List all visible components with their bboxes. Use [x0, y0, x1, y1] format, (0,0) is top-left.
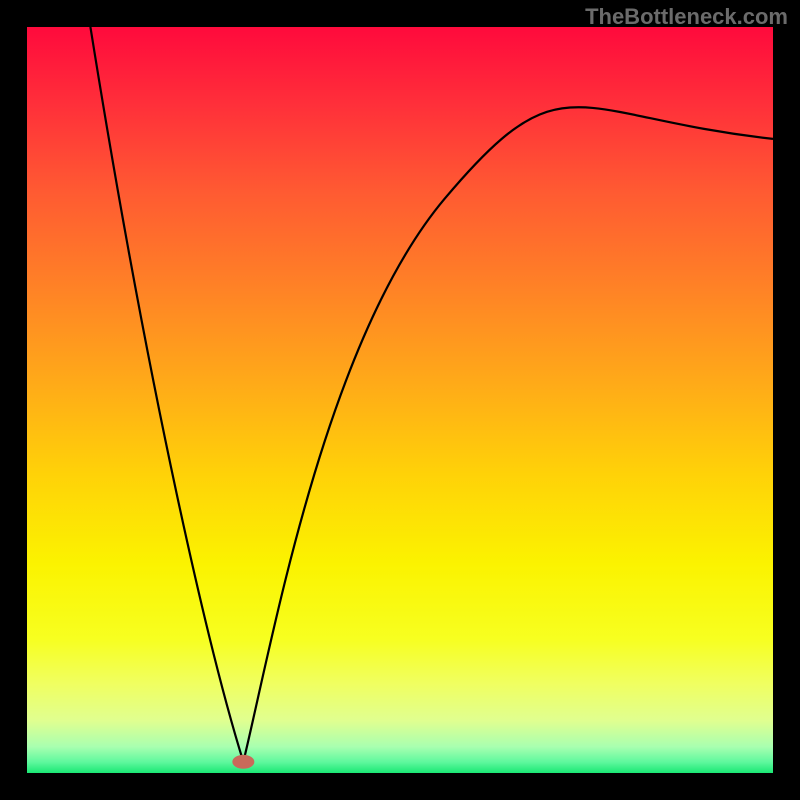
watermark-text: TheBottleneck.com: [585, 4, 788, 30]
chart-container: TheBottleneck.com: [0, 0, 800, 800]
plot-area: [27, 27, 773, 773]
bottleneck-chart: [0, 0, 800, 800]
optimal-point-marker: [232, 755, 254, 769]
